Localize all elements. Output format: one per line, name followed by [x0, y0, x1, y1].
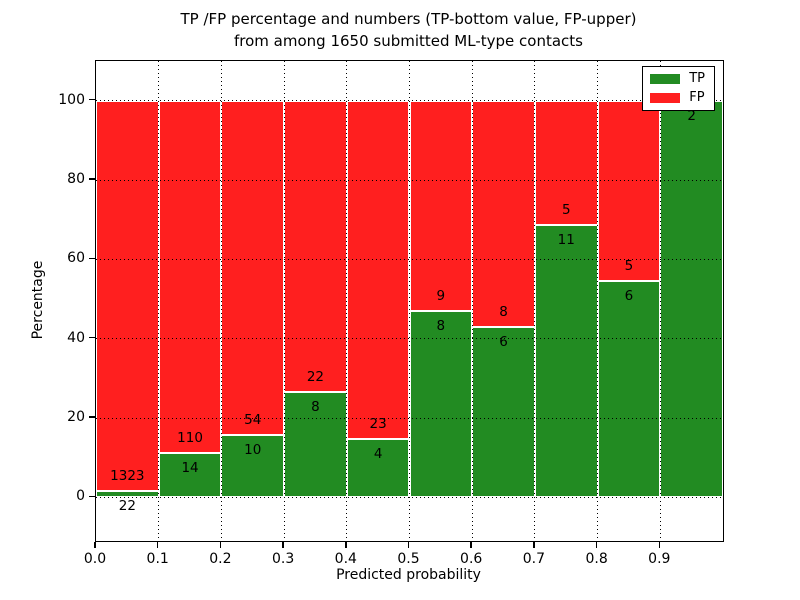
legend-label-fp: FP	[689, 90, 705, 105]
x-tick-label: 0.3	[271, 551, 295, 567]
bar-annotation-tp: 8	[311, 398, 320, 415]
x-tick-label: 0.7	[522, 551, 546, 567]
y-tick-mark	[89, 336, 95, 339]
bar-fp-segment	[597, 100, 661, 281]
bar-annotation-tp: 22	[118, 497, 136, 514]
x-tick-label: 0.0	[83, 551, 107, 567]
x-tick-mark	[345, 541, 347, 548]
bar-fp-segment	[346, 100, 410, 439]
bar-fp-segment	[534, 100, 598, 225]
legend-swatch-tp	[650, 74, 681, 84]
legend-label-tp: TP	[689, 71, 705, 86]
bar-annotation-fp: 5	[561, 201, 571, 218]
y-tick-label: 0	[76, 488, 85, 505]
y-tick-label: 40	[67, 329, 85, 346]
x-tick-mark	[595, 541, 598, 548]
plot-area: 1323 22 110 14 54 10 22 8 23 4 9 8 8 6 5 11 5 6 2 TP FP	[95, 60, 724, 542]
legend-item-fp: FP	[650, 91, 705, 105]
bar-fp-segment	[409, 100, 473, 311]
bar-tp-segment	[534, 224, 598, 498]
x-tick-mark	[658, 541, 661, 548]
y-tick-mark	[89, 98, 95, 101]
x-tick-mark	[407, 541, 410, 548]
y-tick-mark	[89, 416, 95, 418]
x-tick-label: 0.4	[334, 551, 357, 567]
x-tick-label: 0.1	[146, 551, 169, 567]
legend: TP FP	[642, 66, 715, 111]
legend-swatch-fp	[650, 93, 681, 103]
x-tick-label: 0.6	[460, 551, 483, 567]
y-tick-mark	[89, 495, 95, 498]
bar-annotation-tp: 2	[687, 107, 696, 124]
x-tick-mark	[156, 541, 159, 548]
x-tick-label: 0.8	[585, 551, 608, 567]
bar-annotation-tp: 6	[624, 287, 634, 304]
x-tick-mark	[94, 541, 96, 548]
bar-fp-segment	[472, 100, 535, 328]
bar-tp-segment	[221, 435, 285, 498]
y-tick-mark	[89, 257, 95, 260]
legend-item-tp: TP	[650, 72, 705, 86]
x-tick-label: 0.5	[397, 551, 420, 567]
bar-annotation-fp: 8	[499, 304, 508, 321]
bar-annotation-fp: 23	[369, 415, 387, 432]
y-tick-label: 20	[67, 409, 85, 426]
bar-annotation-tp: 8	[436, 317, 446, 334]
bar-annotation-tp: 14	[181, 459, 199, 476]
bar-annotation-fp: 9	[436, 287, 446, 304]
bar-annotation-fp: 54	[244, 412, 262, 429]
x-tick-mark	[282, 541, 284, 548]
bar-tp-segment	[597, 280, 661, 498]
bar-tp-segment	[346, 438, 410, 498]
chart-title-line1: TP /FP percentage and numbers (TP-bottom…	[180, 10, 637, 28]
x-axis-label: Predicted probability	[336, 567, 481, 583]
y-tick-label: 80	[67, 171, 85, 187]
bar-fp-segment	[158, 100, 222, 453]
x-tick-mark	[219, 541, 222, 548]
x-tick-label: 0.9	[648, 551, 671, 567]
x-tick-label: 0.2	[209, 551, 232, 567]
x-tick-mark	[470, 541, 472, 548]
bar-fp-segment	[284, 100, 347, 392]
bar-tp-segment	[284, 391, 347, 498]
bars-layer	[96, 61, 723, 541]
annotations-layer: 1323 22 110 14 54 10 22 8 23 4 9 8 8 6 5 11 5 6 2	[96, 61, 723, 541]
x-tick-mark	[533, 541, 535, 548]
bar-annotation-fp: 110	[177, 429, 203, 446]
bar-annotation-tp: 4	[373, 445, 383, 462]
chart-title-line2: from among 1650 submitted ML-type contac…	[234, 32, 583, 50]
bar-annotation-tp: 11	[557, 231, 575, 248]
bar-annotation-tp: 10	[244, 442, 262, 459]
chart-title: TP /FP percentage and numbers (TP-bottom…	[95, 8, 722, 52]
y-tick-label: 60	[67, 250, 85, 267]
bar-annotation-fp: 5	[624, 257, 634, 274]
y-tick-mark	[89, 178, 95, 180]
bar-annotation-fp: 1323	[110, 467, 145, 484]
bar-annotation-fp: 22	[306, 368, 325, 385]
bar-tp-segment	[660, 100, 723, 498]
y-tick-label: 100	[58, 91, 85, 108]
bar-annotation-tp: 6	[499, 334, 508, 351]
y-axis-label: Percentage	[30, 260, 46, 340]
